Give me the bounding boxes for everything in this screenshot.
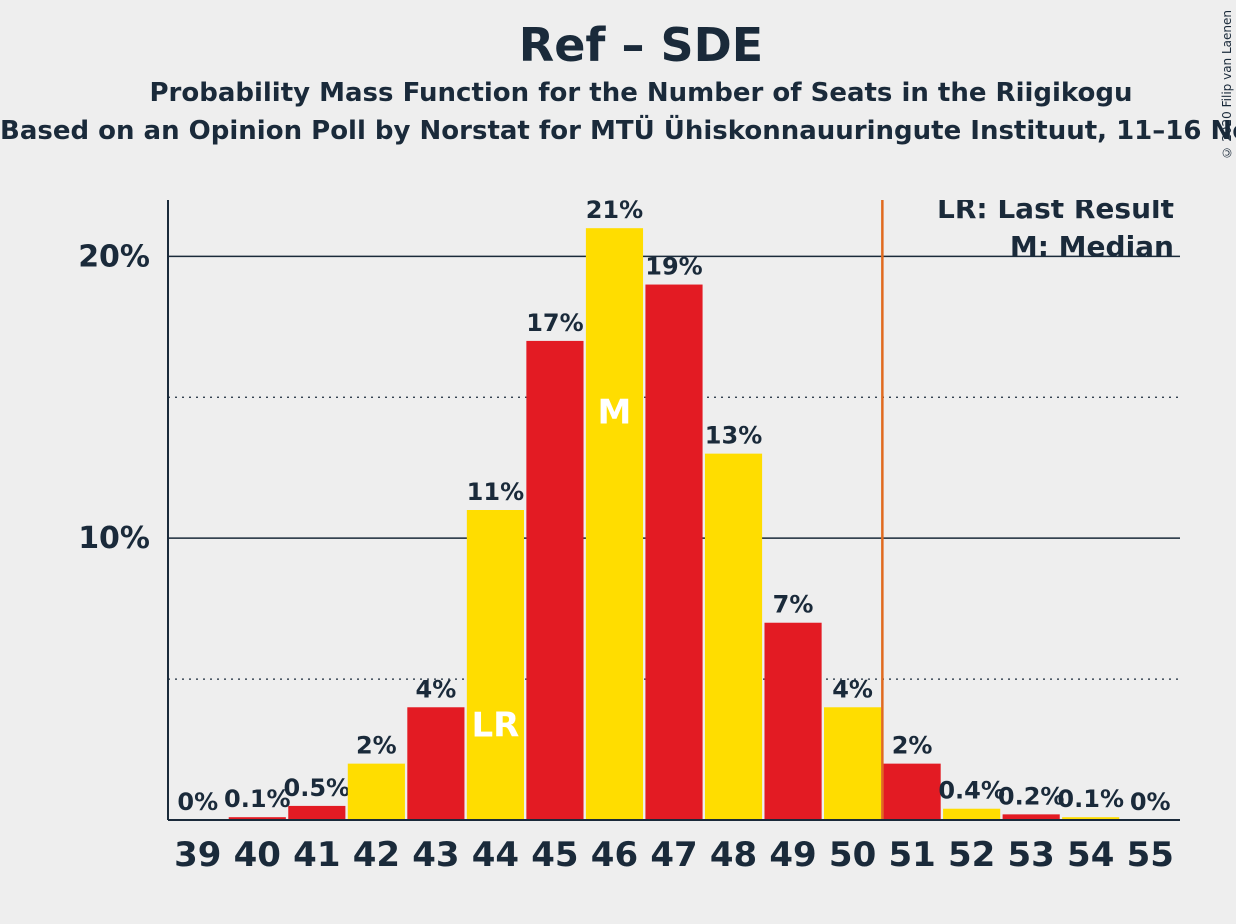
x-tick-label: 45 xyxy=(531,835,578,875)
bar-value-label: 2% xyxy=(356,732,397,760)
bar-value-label: 0.1% xyxy=(224,785,291,813)
svg-text:10%: 10% xyxy=(78,521,150,556)
bar xyxy=(824,707,881,820)
bar-value-label: 0.4% xyxy=(938,777,1005,805)
bar-value-label: 0.5% xyxy=(284,774,351,802)
bar-value-label: 19% xyxy=(645,253,702,281)
bar-value-label: 11% xyxy=(467,478,524,506)
chart-source: Based on an Opinion Poll by Norstat for … xyxy=(0,116,1236,146)
x-tick-label: 49 xyxy=(769,835,816,875)
bar xyxy=(884,764,941,820)
chart-title: Ref – SDE xyxy=(48,18,1234,72)
x-tick-label: 42 xyxy=(353,835,400,875)
bar xyxy=(764,623,821,820)
bar-value-label: 2% xyxy=(892,732,933,760)
bar-value-label: 4% xyxy=(832,675,873,703)
x-tick-label: 44 xyxy=(472,835,519,875)
bar-value-label: 0.1% xyxy=(1057,785,1124,813)
x-tick-label: 54 xyxy=(1067,835,1114,875)
bar xyxy=(645,285,702,820)
bar-value-label: 13% xyxy=(705,422,762,450)
legend-m: M: Median xyxy=(1010,230,1174,263)
bar xyxy=(705,454,762,820)
x-tick-label: 39 xyxy=(174,835,221,875)
x-tick-label: 40 xyxy=(234,835,281,875)
pmf-bar-chart: 10%20%0%390.1%400.5%412%424%4311%LR4417%… xyxy=(48,200,1188,900)
bar-value-label: 0% xyxy=(177,788,218,816)
x-tick-label: 55 xyxy=(1127,835,1174,875)
x-tick-label: 47 xyxy=(650,835,697,875)
bar xyxy=(586,228,643,820)
bar xyxy=(526,341,583,820)
bar xyxy=(467,510,524,820)
bar-value-label: 21% xyxy=(586,200,643,224)
x-tick-label: 46 xyxy=(591,835,638,875)
x-tick-label: 52 xyxy=(948,835,995,875)
x-tick-label: 41 xyxy=(293,835,340,875)
x-tick-label: 48 xyxy=(710,835,757,875)
x-tick-label: 53 xyxy=(1008,835,1055,875)
bar-marker-label: M xyxy=(598,392,632,432)
bar-value-label: 0% xyxy=(1130,788,1171,816)
bar xyxy=(943,809,1000,820)
page-container: Ref – SDE Probability Mass Function for … xyxy=(48,0,1234,146)
bar-value-label: 4% xyxy=(416,675,457,703)
bar xyxy=(288,806,345,820)
x-tick-label: 51 xyxy=(888,835,935,875)
bar-value-label: 0.2% xyxy=(998,782,1065,810)
bar xyxy=(407,707,464,820)
x-tick-label: 43 xyxy=(412,835,459,875)
bar xyxy=(348,764,405,820)
bar-value-label: 17% xyxy=(526,309,583,337)
legend-lr: LR: Last Result xyxy=(937,200,1174,225)
bar-value-label: 7% xyxy=(773,591,814,619)
bar-marker-label: LR xyxy=(471,705,519,745)
svg-text:20%: 20% xyxy=(78,239,150,274)
chart-subtitle: Probability Mass Function for the Number… xyxy=(48,78,1234,108)
x-tick-label: 50 xyxy=(829,835,876,875)
